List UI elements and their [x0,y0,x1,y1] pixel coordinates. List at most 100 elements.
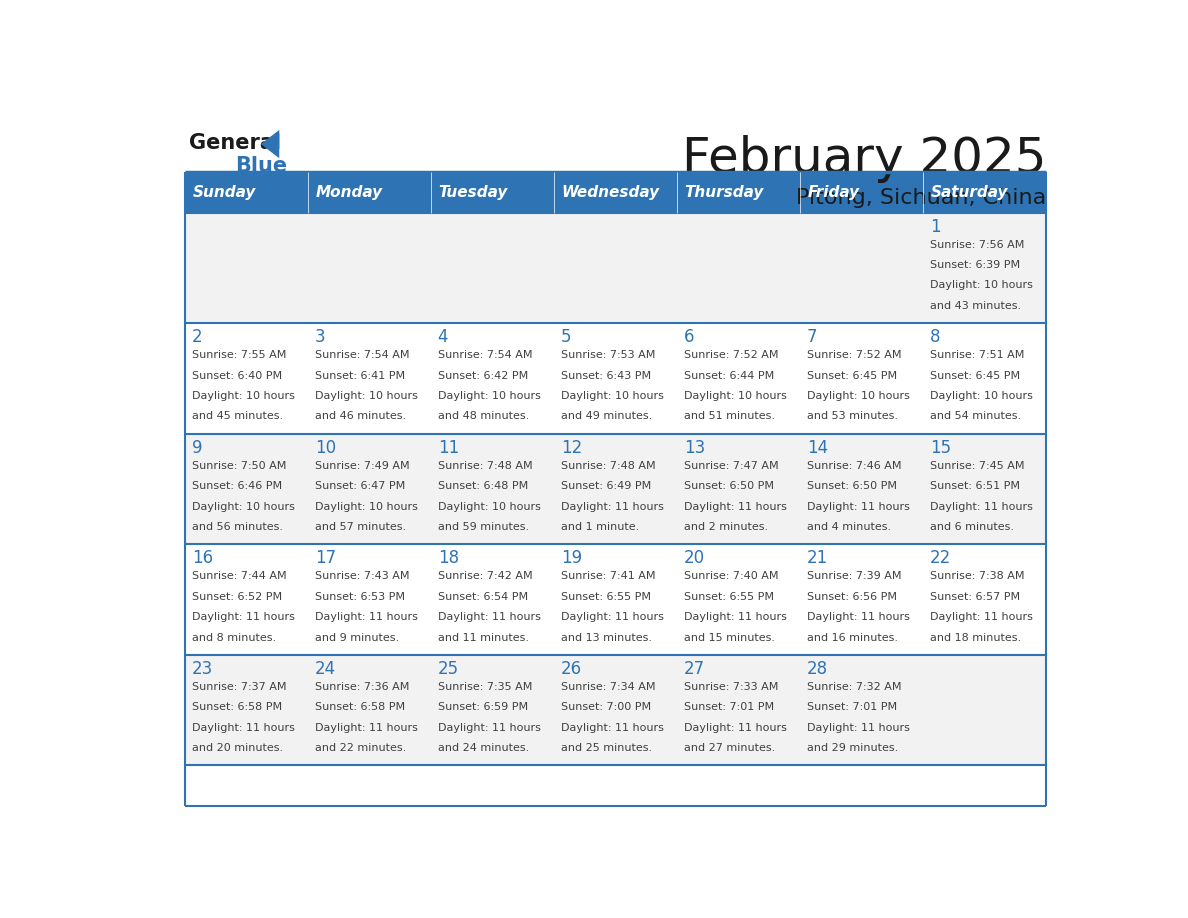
Text: Sunrise: 7:44 AM: Sunrise: 7:44 AM [191,571,286,581]
Bar [677,213,801,323]
Text: Sunset: 6:50 PM: Sunset: 6:50 PM [807,481,897,491]
Text: Sunset: 7:01 PM: Sunset: 7:01 PM [683,702,773,712]
Text: Sunset: 6:45 PM: Sunset: 6:45 PM [930,371,1019,381]
Bar [309,172,431,213]
Text: 11: 11 [437,439,459,457]
Text: Sunrise: 7:36 AM: Sunrise: 7:36 AM [315,682,409,692]
Text: and 11 minutes.: and 11 minutes. [437,633,529,643]
Text: 12: 12 [561,439,582,457]
Text: Sunset: 6:40 PM: Sunset: 6:40 PM [191,371,282,381]
Text: and 9 minutes.: and 9 minutes. [315,633,399,643]
Text: Sunrise: 7:47 AM: Sunrise: 7:47 AM [683,461,778,471]
Text: Sunrise: 7:52 AM: Sunrise: 7:52 AM [683,350,778,360]
Text: 23: 23 [191,660,213,677]
Text: Sunset: 6:55 PM: Sunset: 6:55 PM [683,591,773,601]
Text: Sunrise: 7:41 AM: Sunrise: 7:41 AM [561,571,656,581]
Text: Sunset: 6:59 PM: Sunset: 6:59 PM [437,702,527,712]
Text: Sunset: 6:43 PM: Sunset: 6:43 PM [561,371,651,381]
Text: and 16 minutes.: and 16 minutes. [807,633,898,643]
Text: and 56 minutes.: and 56 minutes. [191,522,283,532]
Text: and 59 minutes.: and 59 minutes. [437,522,529,532]
Text: February 2025: February 2025 [682,135,1047,183]
Bar [185,213,309,323]
Bar [555,323,677,434]
Text: 14: 14 [807,439,828,457]
Text: Daylight: 11 hours: Daylight: 11 hours [683,612,786,622]
Bar [309,323,431,434]
Text: and 27 minutes.: and 27 minutes. [683,743,775,753]
Text: Sunset: 6:57 PM: Sunset: 6:57 PM [930,591,1019,601]
Text: and 29 minutes.: and 29 minutes. [807,743,898,753]
Text: 13: 13 [683,439,704,457]
Text: and 1 minute.: and 1 minute. [561,522,639,532]
Text: Wednesday: Wednesday [562,185,659,199]
Text: and 24 minutes.: and 24 minutes. [437,743,529,753]
Text: Sunrise: 7:46 AM: Sunrise: 7:46 AM [807,461,902,471]
Text: Sunset: 6:49 PM: Sunset: 6:49 PM [561,481,651,491]
Text: Sunset: 6:58 PM: Sunset: 6:58 PM [315,702,405,712]
Bar [555,544,677,655]
Text: 15: 15 [930,439,950,457]
Text: Sunset: 6:50 PM: Sunset: 6:50 PM [683,481,773,491]
Text: Sunrise: 7:48 AM: Sunrise: 7:48 AM [561,461,656,471]
Text: Sunset: 6:46 PM: Sunset: 6:46 PM [191,481,282,491]
Bar [677,323,801,434]
Text: and 2 minutes.: and 2 minutes. [683,522,767,532]
Text: 9: 9 [191,439,202,457]
Text: and 54 minutes.: and 54 minutes. [930,411,1020,421]
Text: Sunset: 7:00 PM: Sunset: 7:00 PM [561,702,651,712]
Text: Tuesday: Tuesday [438,185,508,199]
Bar [185,323,309,434]
Bar [555,434,677,544]
Text: 10: 10 [315,439,336,457]
Text: Sunrise: 7:33 AM: Sunrise: 7:33 AM [683,682,778,692]
Text: Sunrise: 7:51 AM: Sunrise: 7:51 AM [930,350,1024,360]
Text: and 51 minutes.: and 51 minutes. [683,411,775,421]
Text: Daylight: 11 hours: Daylight: 11 hours [807,722,910,733]
Text: Sunset: 7:01 PM: Sunset: 7:01 PM [807,702,897,712]
Text: Daylight: 11 hours: Daylight: 11 hours [437,612,541,622]
Text: Daylight: 11 hours: Daylight: 11 hours [561,501,664,511]
Text: Daylight: 10 hours: Daylight: 10 hours [807,391,910,401]
Bar [923,172,1047,213]
Text: Sunrise: 7:40 AM: Sunrise: 7:40 AM [683,571,778,581]
Bar [555,655,677,766]
Bar [185,544,309,655]
Text: 24: 24 [315,660,336,677]
Text: Daylight: 11 hours: Daylight: 11 hours [315,722,418,733]
Text: and 43 minutes.: and 43 minutes. [930,301,1020,311]
Text: Sunset: 6:55 PM: Sunset: 6:55 PM [561,591,651,601]
Text: 6: 6 [683,328,694,346]
Text: Daylight: 10 hours: Daylight: 10 hours [437,391,541,401]
Bar [801,544,923,655]
Bar [677,434,801,544]
Text: 17: 17 [315,549,336,567]
Text: Sunrise: 7:35 AM: Sunrise: 7:35 AM [437,682,532,692]
Text: Sunset: 6:39 PM: Sunset: 6:39 PM [930,260,1019,270]
Bar [801,213,923,323]
Text: 26: 26 [561,660,582,677]
Text: Daylight: 10 hours: Daylight: 10 hours [683,391,786,401]
Text: and 57 minutes.: and 57 minutes. [315,522,406,532]
Text: Blue: Blue [235,156,287,176]
Text: 19: 19 [561,549,582,567]
Bar [431,434,555,544]
Text: 27: 27 [683,660,704,677]
Text: 16: 16 [191,549,213,567]
Bar [677,544,801,655]
Bar [801,655,923,766]
Text: Daylight: 10 hours: Daylight: 10 hours [315,391,418,401]
Text: Sunrise: 7:39 AM: Sunrise: 7:39 AM [807,571,902,581]
Text: Sunset: 6:51 PM: Sunset: 6:51 PM [930,481,1019,491]
Text: Daylight: 11 hours: Daylight: 11 hours [191,612,295,622]
Text: and 45 minutes.: and 45 minutes. [191,411,283,421]
Text: Sunset: 6:54 PM: Sunset: 6:54 PM [437,591,527,601]
Text: 1: 1 [930,218,940,236]
Bar [431,655,555,766]
Bar [801,323,923,434]
Text: Monday: Monday [316,185,383,199]
Bar [309,655,431,766]
Bar [431,544,555,655]
Bar [309,434,431,544]
Text: Sunrise: 7:37 AM: Sunrise: 7:37 AM [191,682,286,692]
